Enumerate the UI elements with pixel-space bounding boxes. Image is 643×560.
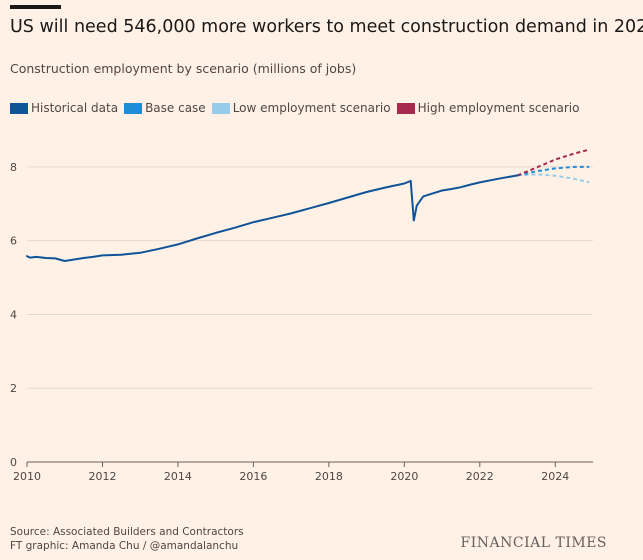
y-tick-label-2: 2 [10,382,17,395]
legend-item-low: Low employment scenario [211,101,391,115]
legend: Historical data Base case Low employment… [10,101,585,115]
x-axis-ticks: 2010 2012 2014 2016 2018 2020 2022 2024 [13,462,569,483]
x-tick-label-2024: 2024 [541,470,569,483]
source-text: Source: Associated Builders and Contract… [10,526,244,538]
y-tick-label-4: 4 [10,308,17,321]
x-tick-label-2016: 2016 [239,470,267,483]
legend-label-base: Base case [145,101,206,115]
y-tick-label-8: 8 [10,161,17,174]
chart-title: US will need 546,000 more workers to mee… [10,17,643,37]
x-tick-label-2020: 2020 [390,470,418,483]
source-note: Source: Associated Builders and Contract… [10,525,244,553]
x-tick-label-2014: 2014 [164,470,192,483]
series-line-high-employment-scenario [517,148,590,177]
y-axis-ticks: 0 2 4 6 8 [10,161,17,469]
y-tick-label-6: 6 [10,235,17,248]
credit-text: FT graphic: Amanda Chu / @amandalanchu [10,540,239,552]
legend-item-high: High employment scenario [396,101,580,115]
x-tick-label-2012: 2012 [88,470,116,483]
legend-swatch-historical [10,102,28,114]
top-rule [10,5,61,9]
chart-subtitle: Construction employment by scenario (mil… [10,61,357,76]
ft-logo: FINANCIAL TIMES [460,535,607,551]
legend-label-historical: Historical data [31,101,119,115]
x-tick-label-2010: 2010 [13,470,41,483]
line-chart: 0 2 4 6 8 2010 2012 2014 2016 2018 2020 2022 2024 [10,148,593,483]
legend-item-historical: Historical data [10,101,118,115]
legend-item-base: Base case [124,101,206,115]
legend-swatch-base [124,102,143,114]
series-line-base-case [517,165,590,177]
legend-swatch-high [396,102,415,114]
series-line-historical-data [26,174,519,262]
legend-swatch-low [211,102,230,114]
x-tick-label-2018: 2018 [315,470,343,483]
series-lines [26,148,590,262]
x-tick-label-2022: 2022 [466,470,494,483]
legend-label-high: High employment scenario [417,101,580,115]
grid-lines [27,166,593,463]
y-tick-label-0: 0 [10,456,17,469]
series-line-low-employment-scenario [517,173,590,184]
legend-label-low: Low employment scenario [232,101,391,115]
